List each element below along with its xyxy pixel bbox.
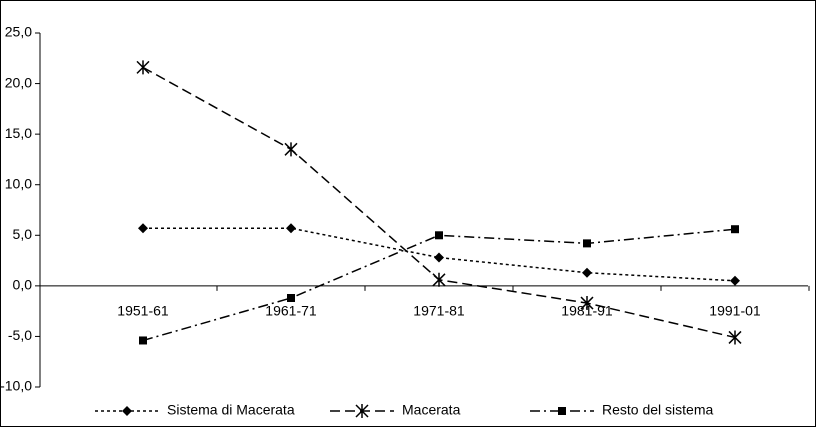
y-tick-label: 20,0 (5, 74, 32, 90)
x-tick-label: 1971-81 (413, 303, 465, 319)
y-tick-label: 0,0 (13, 277, 33, 293)
data-point (731, 225, 739, 234)
y-tick-label: 5,0 (13, 226, 33, 242)
data-point (583, 239, 591, 248)
y-tick-label: 15,0 (5, 125, 32, 141)
data-point (287, 293, 295, 302)
legend-marker (122, 406, 132, 416)
data-point (139, 336, 147, 345)
legend-label: Sistema di Macerata (167, 402, 295, 418)
x-tick-label: 1951-61 (117, 303, 169, 319)
x-tick-label: 1961-71 (265, 303, 317, 319)
y-tick-label: 25,0 (5, 24, 32, 40)
x-tick-label: 1991-01 (709, 303, 761, 319)
data-point (728, 330, 742, 345)
data-point (435, 231, 443, 240)
data-point (580, 296, 594, 311)
data-point (284, 142, 298, 157)
legend-marker (558, 407, 566, 415)
data-point (582, 267, 592, 278)
data-point (434, 252, 444, 263)
series-line (143, 227, 736, 282)
data-point (730, 275, 740, 286)
data-point (432, 272, 446, 287)
legend-marker (355, 404, 369, 418)
y-tick-label: 10,0 (5, 175, 32, 191)
y-tick-label: -5,0 (8, 327, 32, 343)
legend-label: Macerata (402, 402, 461, 418)
legend-label: Resto del sistema (602, 402, 713, 418)
y-tick-label: -10,0 (0, 378, 32, 394)
data-point (286, 223, 296, 234)
data-point (136, 60, 150, 75)
data-point (138, 223, 148, 234)
